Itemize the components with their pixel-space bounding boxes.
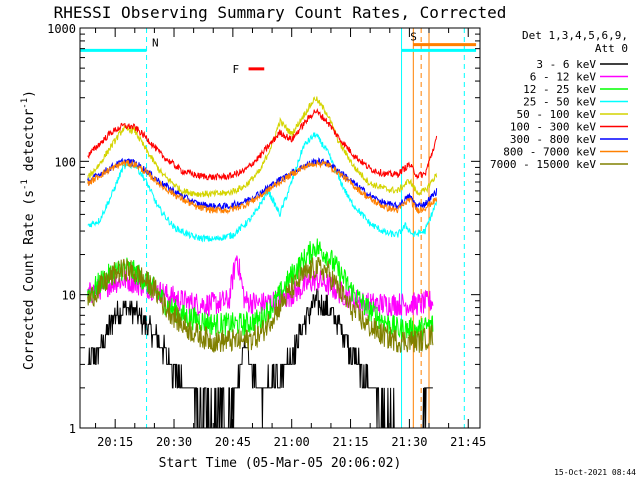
- series-line-8: [87, 257, 434, 353]
- chart-title: RHESSI Observing Summary Count Rates, Co…: [54, 3, 507, 22]
- series-line-7: [87, 159, 438, 215]
- x-axis-label: Start Time (05-Mar-05 20:06:02): [159, 456, 402, 471]
- x-tick-label: 21:00: [274, 435, 310, 449]
- legend-header-line1: Det 1,3,4,5,6,9,: [522, 29, 628, 42]
- x-tick-label: 21:30: [391, 435, 427, 449]
- y-axis-label-part3: ): [22, 90, 37, 98]
- y-axis-label: Corrected Count Rate (s-1 detector-1): [20, 90, 37, 370]
- legend-label-0: 3 - 6 keV: [536, 58, 596, 71]
- series-line-4: [87, 96, 438, 199]
- flag-label-F: F: [233, 63, 240, 76]
- y-tick-label: 1: [69, 422, 76, 436]
- y-tick-label: 10: [62, 289, 76, 303]
- y-tick-label: 1000: [47, 22, 76, 36]
- y-axis-label-part1: Corrected Count Rate (s: [22, 190, 37, 370]
- plot-frame: [79, 27, 481, 429]
- legend-label-6: 300 - 800 keV: [510, 133, 596, 146]
- x-axis: 20:15 20:30 20:45 21:00 21:15 21:30 21:45: [95, 28, 486, 449]
- y-axis: 1 10 100 1000: [47, 22, 480, 436]
- legend-header-line2: Att 0: [595, 42, 628, 55]
- series-line-5: [87, 107, 438, 181]
- legend-label-1: 6 - 12 keV: [530, 71, 597, 84]
- legend-label-5: 100 - 300 keV: [510, 121, 596, 134]
- legend-label-2: 12 - 25 keV: [523, 83, 596, 96]
- legend-label-4: 50 - 100 keV: [517, 108, 597, 121]
- flag-label-S: S: [410, 31, 417, 44]
- x-tick-label: 20:30: [156, 435, 192, 449]
- x-tick-label: 20:45: [215, 435, 251, 449]
- x-tick-label: 21:15: [332, 435, 368, 449]
- series-line-2: [87, 238, 434, 341]
- y-axis-label-sup2: -1: [20, 98, 30, 109]
- series-line-6: [87, 157, 438, 211]
- flag-label-N: N: [152, 36, 159, 49]
- x-tick-label: 20:15: [97, 435, 133, 449]
- series-line-1: [87, 255, 434, 318]
- series-line-3: [87, 132, 438, 243]
- legend-label-8: 7000 - 15000 keV: [490, 158, 596, 171]
- y-axis-label-part2: detector: [22, 109, 37, 180]
- series-line-0: [87, 288, 433, 429]
- legend-label-7: 800 - 7000 keV: [503, 146, 596, 159]
- x-tick-label: 21:45: [450, 435, 486, 449]
- y-axis-label-sup1: -1: [20, 179, 30, 190]
- timestamp: 15-Oct-2021 08:44: [554, 468, 636, 477]
- legend-label-3: 25 - 50 keV: [523, 96, 596, 109]
- y-tick-label: 100: [54, 155, 76, 169]
- plot-area: N F S: [79, 28, 477, 429]
